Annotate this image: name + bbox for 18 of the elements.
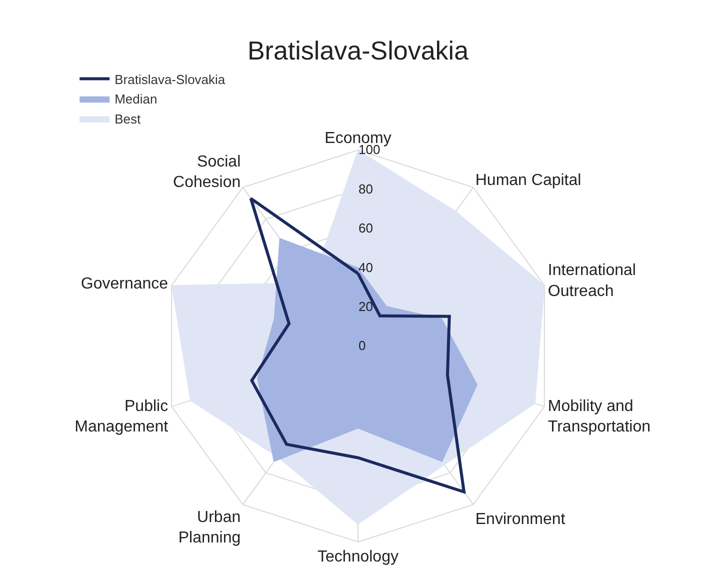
spoke-label: Urban Planning: [178, 508, 241, 547]
spoke-label: International Outreach: [548, 262, 636, 300]
spoke-label: Governance: [80, 276, 168, 293]
y-tick-label: 20: [358, 299, 373, 314]
y-tick-label: 0: [358, 338, 366, 354]
y-tick-label: 40: [358, 260, 373, 275]
spoke-label: Environment: [475, 510, 566, 528]
legend-label: Best: [114, 112, 141, 127]
y-tick-label: 80: [358, 181, 373, 196]
chart-title: Bratislava-Slovakia: [247, 35, 470, 66]
spoke-label: Human Capital: [475, 172, 582, 190]
spoke-label: Public Management: [74, 398, 169, 436]
spoke-label: Technology: [318, 548, 398, 566]
y-tick-label: 60: [358, 220, 373, 236]
spoke-label: Mobility and Transportation: [548, 398, 651, 436]
spoke-label: Social Cohesion: [173, 153, 241, 192]
legend-label: Median: [114, 92, 158, 107]
legend-label: Bratislava-Slovakia: [114, 72, 226, 87]
